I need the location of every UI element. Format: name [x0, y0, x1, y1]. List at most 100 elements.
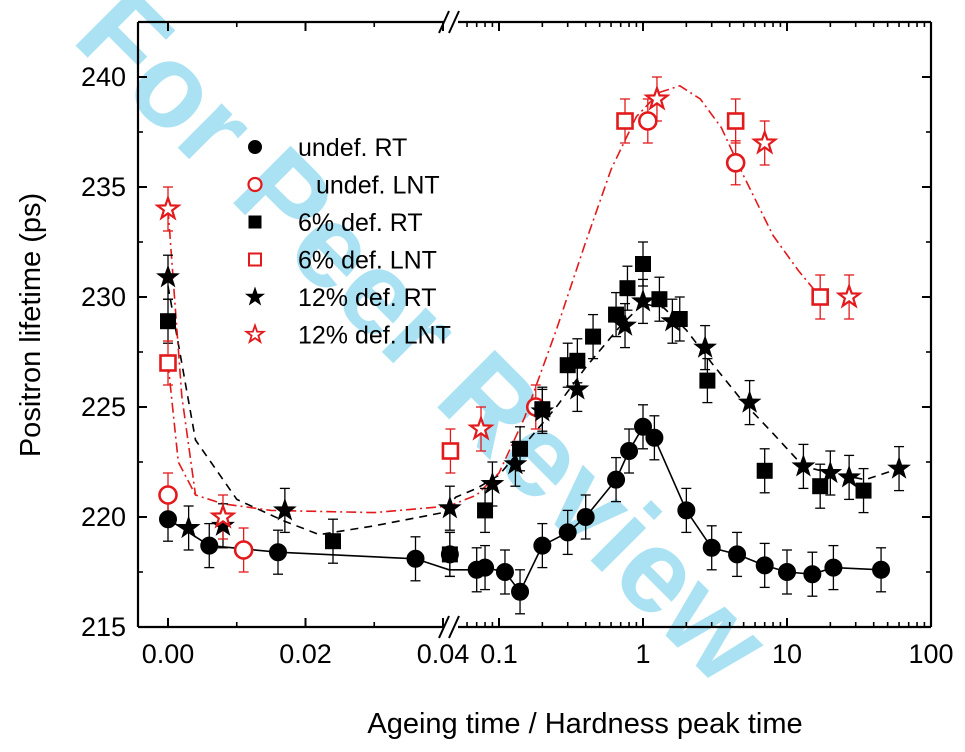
x-tick-label: 100	[908, 639, 953, 669]
data-point	[158, 485, 178, 505]
data-point	[755, 556, 774, 575]
data-point	[211, 513, 235, 536]
data-point	[778, 563, 796, 581]
data-point	[835, 282, 863, 309]
y-tick-label: 220	[81, 502, 126, 532]
data-point	[887, 456, 911, 479]
y-axis-label: Positron lifetime (ps)	[15, 193, 47, 457]
y-tick-label: 230	[81, 282, 126, 312]
data-point	[725, 153, 746, 173]
legend-entry: undef. RT	[248, 134, 407, 162]
axis-break-mark	[448, 615, 460, 639]
legend-marker	[247, 176, 263, 193]
data-point	[791, 453, 816, 477]
legend-marker	[248, 215, 262, 229]
data-point	[441, 546, 458, 563]
data-point	[737, 390, 762, 413]
data-point	[631, 288, 655, 312]
data-point	[154, 194, 182, 221]
data-point	[818, 460, 843, 484]
data-point	[619, 280, 636, 297]
data-point	[635, 256, 651, 272]
data-point	[477, 502, 494, 519]
x-tick-label: 1	[635, 639, 650, 669]
data-point	[406, 549, 425, 568]
x-tick-label: 0.00	[142, 639, 195, 669]
data-point	[872, 560, 891, 579]
data-point	[576, 508, 595, 526]
y-tick-label: 240	[81, 62, 126, 92]
series-line-4	[167, 285, 900, 536]
legend-marker	[248, 252, 262, 267]
legend: undef. RT undef. LNT 6% def. RT 6% def. LNT…	[243, 134, 451, 350]
data-point	[693, 335, 718, 358]
data-point	[620, 442, 639, 460]
series-line-6	[167, 362, 197, 496]
data-point	[660, 308, 685, 332]
axes: 215 220 225 230 235 240 0.00 0.02 0.04 0.1 1 10 100	[81, 10, 954, 669]
legend-label: undef. LNT	[316, 172, 440, 200]
y-tick-label: 225	[81, 392, 126, 422]
data-point	[677, 501, 696, 520]
data-point	[325, 533, 341, 550]
legend-entry: 12% def. LNT	[243, 322, 451, 350]
data-point	[585, 328, 602, 345]
axis-break-mark	[448, 10, 460, 34]
legend-label: 12% def. RT	[298, 284, 437, 312]
data-point	[616, 112, 634, 130]
x-tick-label: 0.1	[480, 639, 518, 669]
data-point	[233, 540, 254, 560]
data-point	[645, 428, 664, 447]
legend-marker	[248, 140, 262, 154]
y-tick-label: 215	[81, 612, 126, 642]
data-point	[569, 352, 586, 369]
data-point	[160, 313, 176, 330]
data-point	[176, 515, 201, 539]
series-line-5	[167, 84, 821, 514]
data-point	[467, 414, 495, 441]
x-tick-label: 0.02	[279, 639, 332, 669]
data-point	[511, 582, 530, 601]
data-point	[480, 471, 505, 495]
data-point	[269, 543, 287, 562]
data-point	[272, 497, 297, 521]
legend-entry: 6% def. RT	[248, 209, 423, 237]
data-point	[643, 84, 671, 111]
data-point	[533, 536, 552, 555]
legend-entry: undef. LNT	[247, 172, 440, 200]
data-point	[209, 502, 237, 529]
data-point	[651, 291, 668, 308]
data-point	[728, 545, 747, 564]
x-tick-label: 10	[772, 639, 802, 669]
data-point	[702, 538, 721, 557]
legend-label: 6% def. RT	[298, 209, 423, 237]
legend-label: 12% def. LNT	[298, 322, 451, 350]
data-point	[495, 563, 514, 581]
data-point	[441, 442, 460, 460]
data-point	[613, 313, 637, 336]
data-point	[476, 558, 495, 577]
legend-label: undef. RT	[298, 134, 407, 162]
data-point	[634, 417, 652, 436]
legend-marker	[243, 322, 267, 345]
data-point	[565, 376, 590, 400]
data-point	[558, 523, 577, 542]
data-points	[154, 84, 911, 601]
data-point	[159, 354, 177, 372]
data-point	[159, 510, 177, 529]
data-point	[751, 128, 779, 155]
data-point	[638, 111, 658, 131]
data-point	[530, 398, 555, 422]
legend-marker	[244, 286, 266, 306]
x-tick-label: 0.04	[417, 639, 470, 669]
data-point	[512, 440, 529, 457]
legend-entry: 6% def. LNT	[248, 247, 437, 275]
data-point	[200, 536, 219, 555]
data-point	[608, 306, 625, 323]
data-point	[437, 495, 462, 519]
data-point	[726, 112, 745, 130]
data-point	[756, 462, 773, 479]
legend-label: 6% def. LNT	[298, 247, 437, 275]
data-point	[156, 264, 180, 288]
